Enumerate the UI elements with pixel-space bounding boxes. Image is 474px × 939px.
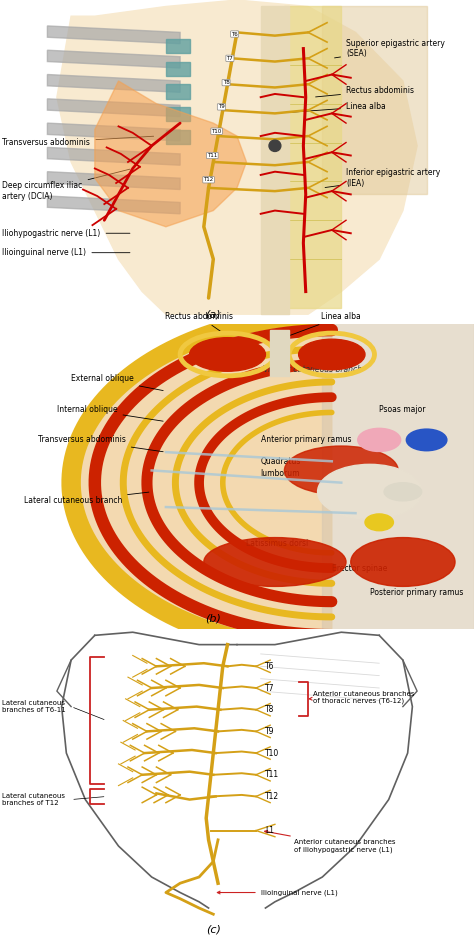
Polygon shape — [47, 196, 180, 214]
Text: T8: T8 — [223, 80, 229, 85]
Text: Linea alba: Linea alba — [282, 312, 361, 338]
Text: Internal oblique: Internal oblique — [57, 405, 163, 422]
Text: lumborum: lumborum — [261, 469, 300, 478]
Text: Rectus abdominis: Rectus abdominis — [316, 86, 414, 97]
Polygon shape — [166, 38, 190, 54]
Ellipse shape — [318, 464, 422, 519]
Polygon shape — [47, 172, 180, 190]
Text: Rectus abdominis: Rectus abdominis — [165, 312, 233, 334]
Polygon shape — [71, 315, 332, 651]
Text: (b): (b) — [205, 613, 221, 623]
Text: T9: T9 — [265, 727, 275, 736]
Text: T7: T7 — [265, 684, 275, 692]
Polygon shape — [166, 130, 190, 145]
Polygon shape — [166, 85, 190, 99]
Text: T11: T11 — [207, 153, 218, 158]
Text: L1: L1 — [265, 826, 274, 835]
Polygon shape — [322, 315, 474, 651]
Ellipse shape — [190, 338, 265, 371]
Ellipse shape — [284, 446, 398, 495]
Text: (a): (a) — [206, 309, 221, 319]
Text: Lateral cutaneous
branches of T6-11: Lateral cutaneous branches of T6-11 — [2, 700, 66, 713]
Polygon shape — [47, 99, 180, 116]
Text: T12: T12 — [265, 792, 280, 801]
Polygon shape — [47, 26, 180, 44]
Text: Erector spinae: Erector spinae — [332, 563, 387, 573]
Text: Superior epigastric artery
(SEA): Superior epigastric artery (SEA) — [335, 38, 445, 58]
Text: Anterior cutaneous branch: Anterior cutaneous branch — [261, 365, 363, 375]
Ellipse shape — [351, 537, 455, 586]
Text: Anterior cutaneous branches
of iliohypogastric nerve (L1): Anterior cutaneous branches of iliohypog… — [264, 830, 395, 853]
Text: Ilioinguinal nerve (L1): Ilioinguinal nerve (L1) — [217, 889, 337, 896]
Text: Posterior primary ramus: Posterior primary ramus — [370, 588, 463, 597]
Text: Anterior cutaneous branches
of thoracic nerves (T6-12): Anterior cutaneous branches of thoracic … — [310, 690, 414, 704]
Ellipse shape — [384, 483, 422, 501]
Text: T6: T6 — [265, 662, 275, 670]
Text: Transversus abdominis: Transversus abdominis — [2, 136, 154, 147]
Polygon shape — [47, 50, 180, 68]
Polygon shape — [47, 123, 180, 141]
Ellipse shape — [358, 428, 401, 452]
Polygon shape — [322, 7, 427, 194]
Ellipse shape — [269, 140, 281, 151]
Polygon shape — [95, 81, 246, 226]
Text: Iliohypogastric nerve (L1): Iliohypogastric nerve (L1) — [2, 229, 130, 238]
Text: Lateral cutaneous branch: Lateral cutaneous branch — [24, 492, 149, 505]
Text: T6: T6 — [231, 32, 238, 37]
Polygon shape — [57, 0, 417, 315]
Polygon shape — [270, 330, 289, 376]
Text: Ilioinguinal nerve (L1): Ilioinguinal nerve (L1) — [2, 248, 130, 257]
Text: Deep circumflex iliac
artery (DCIA): Deep circumflex iliac artery (DCIA) — [2, 169, 130, 201]
Polygon shape — [47, 147, 180, 165]
Text: Transversus abdominis: Transversus abdominis — [38, 436, 163, 452]
Text: T12: T12 — [203, 177, 214, 182]
Ellipse shape — [365, 514, 393, 531]
Ellipse shape — [407, 429, 447, 451]
Polygon shape — [166, 62, 190, 76]
Polygon shape — [166, 107, 190, 121]
Text: Lateral cutaneous
branches of T12: Lateral cutaneous branches of T12 — [2, 793, 65, 806]
Text: T9: T9 — [218, 104, 225, 110]
Polygon shape — [47, 74, 180, 92]
Ellipse shape — [299, 339, 365, 370]
Ellipse shape — [204, 537, 346, 586]
Text: Linea alba: Linea alba — [278, 102, 386, 114]
Text: T10: T10 — [211, 129, 222, 133]
Text: T8: T8 — [265, 705, 275, 715]
Text: (c): (c) — [206, 924, 221, 934]
Text: Latissimus dorsi: Latissimus dorsi — [246, 539, 309, 548]
Polygon shape — [284, 7, 341, 308]
Text: Psoas major: Psoas major — [379, 405, 426, 414]
Text: T10: T10 — [265, 748, 280, 758]
Text: External oblique: External oblique — [71, 375, 163, 391]
Text: T11: T11 — [265, 770, 280, 779]
Text: Quadratus: Quadratus — [261, 456, 301, 466]
Text: Inferior epigastric artery
(IEA): Inferior epigastric artery (IEA) — [325, 168, 440, 188]
Text: Anterior primary ramus: Anterior primary ramus — [261, 436, 351, 444]
Text: T7: T7 — [227, 55, 233, 61]
Polygon shape — [261, 7, 289, 315]
